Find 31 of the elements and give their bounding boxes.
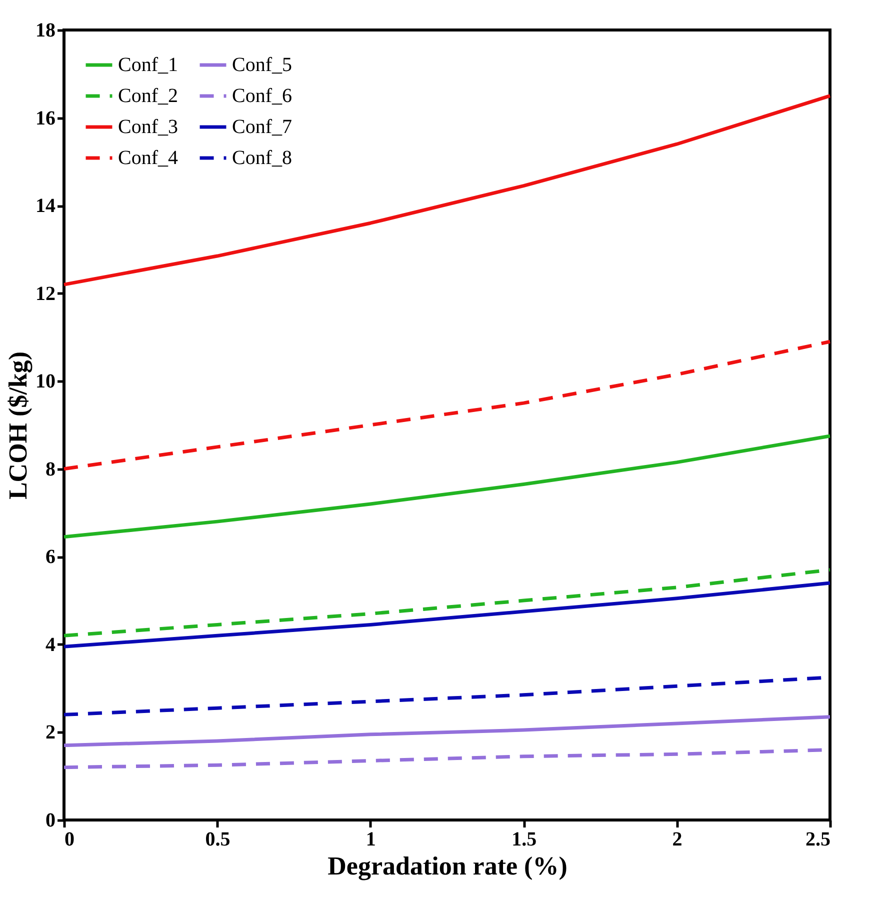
line-series bbox=[62, 568, 832, 638]
legend-label: Conf_6 bbox=[232, 85, 292, 107]
legend-label: Conf_5 bbox=[232, 54, 292, 76]
line-series bbox=[62, 434, 832, 539]
y-tick-label: 0 bbox=[46, 810, 56, 832]
y-tick-label: 8 bbox=[46, 458, 56, 480]
x-tick-label: 1.5 bbox=[512, 828, 537, 850]
y-tick-label: 18 bbox=[36, 20, 56, 42]
y-tick-label: 2 bbox=[46, 722, 56, 744]
x-axis-title: Degradation rate (%) bbox=[328, 852, 568, 880]
x-tick-label: 2.5 bbox=[806, 828, 830, 850]
legend-label: Conf_2 bbox=[118, 85, 178, 107]
y-tick-label: 16 bbox=[36, 107, 56, 130]
x-tick-label: 0.5 bbox=[205, 828, 230, 850]
y-tick-label: 12 bbox=[36, 282, 56, 305]
x-tick-label: 2 bbox=[672, 828, 682, 850]
line-series bbox=[62, 340, 832, 471]
legend-label: Conf_8 bbox=[232, 147, 292, 169]
legend-label: Conf_7 bbox=[232, 116, 292, 138]
y-tick-label: 10 bbox=[36, 370, 56, 393]
y-tick-label: 14 bbox=[36, 195, 56, 218]
legend-label: Conf_1 bbox=[118, 54, 178, 76]
x-tick-label: 0 bbox=[64, 828, 74, 850]
y-tick-label: 6 bbox=[46, 546, 56, 568]
y-axis-title: LCOH ($/kg) bbox=[4, 351, 32, 500]
y-tick-label: 4 bbox=[46, 634, 56, 656]
x-tick-label: 1 bbox=[366, 828, 376, 850]
line-series bbox=[62, 581, 832, 648]
line-series bbox=[62, 715, 832, 748]
legend-label: Conf_3 bbox=[118, 116, 178, 138]
legend-label: Conf_4 bbox=[118, 147, 178, 169]
